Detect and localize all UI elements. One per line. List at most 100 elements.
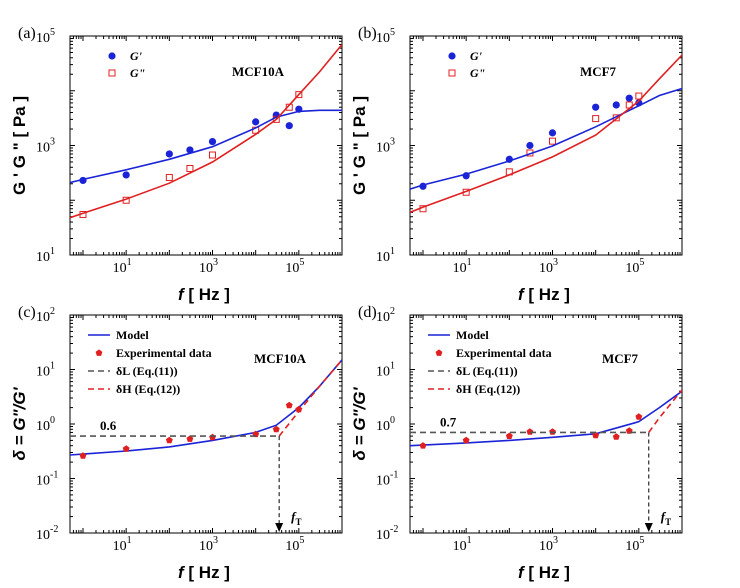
- y-tick-label: 105: [36, 27, 55, 46]
- delta-annotation: 0.6: [100, 418, 117, 433]
- data-point: [592, 115, 600, 123]
- plot-frame: [409, 35, 683, 256]
- x-tick-label: 101: [113, 257, 132, 276]
- series-line: [278, 359, 342, 437]
- data-point: [165, 436, 173, 444]
- chart-title: MCF10A: [254, 351, 307, 366]
- data-point: [462, 436, 470, 444]
- panel-label: (c): [18, 304, 36, 321]
- panel-label: (d): [358, 304, 377, 321]
- y-axis-label: G ' G " [ Pa ]: [10, 96, 29, 195]
- x-tick-label: 103: [199, 535, 218, 554]
- x-tick-label: 101: [453, 535, 472, 554]
- data-point: [122, 445, 130, 452]
- transition-arrowhead: [644, 523, 653, 532]
- series-line: [410, 390, 682, 447]
- data-point: [505, 432, 513, 439]
- data-point: [526, 428, 534, 435]
- data-point: [186, 146, 194, 154]
- data-point: [122, 171, 130, 179]
- y-tick-label: 10-2: [376, 524, 398, 543]
- x-tick-label: 103: [199, 257, 218, 276]
- data-point: [79, 452, 87, 459]
- legend-label: Model: [116, 328, 149, 342]
- plot-frame: [69, 35, 343, 256]
- y-tick-label: 101: [36, 246, 55, 265]
- x-tick-label: 105: [625, 257, 644, 276]
- panel-d: 101 103 105 10-2 10-1 100 101 102(d) f [ Hz ] δ =…: [350, 304, 683, 582]
- y-axis-label: δ = G"/G': [350, 387, 369, 461]
- legend-label: δL (Eq.(11)): [456, 364, 518, 378]
- data-point: [612, 101, 620, 109]
- data-point: [295, 91, 303, 99]
- chart-title: MCF10A: [232, 64, 285, 79]
- data-layer: [410, 389, 682, 449]
- y-tick-label: 10-1: [376, 470, 398, 489]
- data-point: [592, 431, 600, 439]
- legend-marker: [435, 349, 443, 356]
- legend-label: G': [130, 49, 143, 63]
- x-axis-label: f [ Hz ]: [178, 563, 230, 582]
- legend-label: G': [470, 49, 483, 63]
- legend-label: Model: [456, 328, 489, 342]
- data-point: [592, 103, 600, 111]
- data-point: [272, 425, 280, 433]
- y-tick-label: 101: [376, 246, 395, 265]
- legend-marker: [448, 52, 456, 60]
- x-tick-label: 101: [113, 535, 132, 554]
- y-tick-label: 105: [376, 27, 395, 46]
- data-point: [548, 129, 557, 137]
- panel-label: (b): [358, 25, 377, 42]
- delta-annotation: 0.7: [440, 414, 457, 429]
- transition-label: fT: [291, 509, 301, 527]
- y-tick-label: 102: [36, 306, 55, 325]
- series-line: [648, 389, 682, 433]
- x-axis-label: f [ Hz ]: [518, 563, 570, 582]
- x-tick-label: 105: [625, 535, 644, 554]
- y-tick-label: 100: [376, 415, 395, 434]
- data-point: [625, 94, 633, 102]
- data-point: [526, 141, 534, 150]
- x-tick-label: 103: [539, 535, 558, 554]
- data-point: [419, 442, 427, 449]
- data-layer: [410, 54, 682, 214]
- series-line: [70, 109, 342, 184]
- x-tick-label: 103: [539, 257, 558, 276]
- x-tick-label: 105: [285, 535, 304, 554]
- legend-label: Experimental data: [116, 346, 212, 360]
- data-point: [285, 122, 293, 130]
- y-axis-label: G ' G " [ Pa ]: [350, 96, 369, 195]
- data-layer: [70, 43, 342, 219]
- y-tick-label: 102: [376, 306, 395, 325]
- x-tick-label: 105: [285, 257, 304, 276]
- data-point: [165, 150, 173, 158]
- data-point: [208, 151, 216, 159]
- x-axis-label: f [ Hz ]: [178, 285, 230, 304]
- chart-title: MCF7: [602, 351, 639, 366]
- panel-c: 101 103 105 10-2 10-1 100 101 102(c) f [ Hz ] δ =…: [10, 304, 343, 582]
- data-layer: [70, 359, 342, 459]
- series-line: [410, 87, 682, 190]
- data-point: [186, 165, 194, 173]
- data-point: [209, 433, 216, 441]
- y-tick-label: 100: [36, 415, 55, 434]
- legend-label: Experimental data: [456, 346, 552, 360]
- data-point: [548, 137, 556, 145]
- transition-arrowhead: [275, 523, 284, 532]
- chart-title: MCF7: [580, 64, 617, 79]
- y-axis-label: δ = G"/G': [10, 387, 29, 461]
- series-line: [70, 43, 342, 219]
- series-line: [70, 359, 342, 456]
- transition-label: fT: [661, 509, 671, 527]
- y-tick-label: 103: [376, 137, 395, 156]
- data-point: [165, 174, 173, 182]
- data-point: [208, 137, 217, 146]
- legend-label: δH (Eq.(12)): [456, 382, 520, 396]
- data-point: [186, 435, 194, 442]
- data-point: [635, 413, 643, 420]
- legend-label: G": [470, 66, 485, 80]
- x-tick-label: 101: [453, 257, 472, 276]
